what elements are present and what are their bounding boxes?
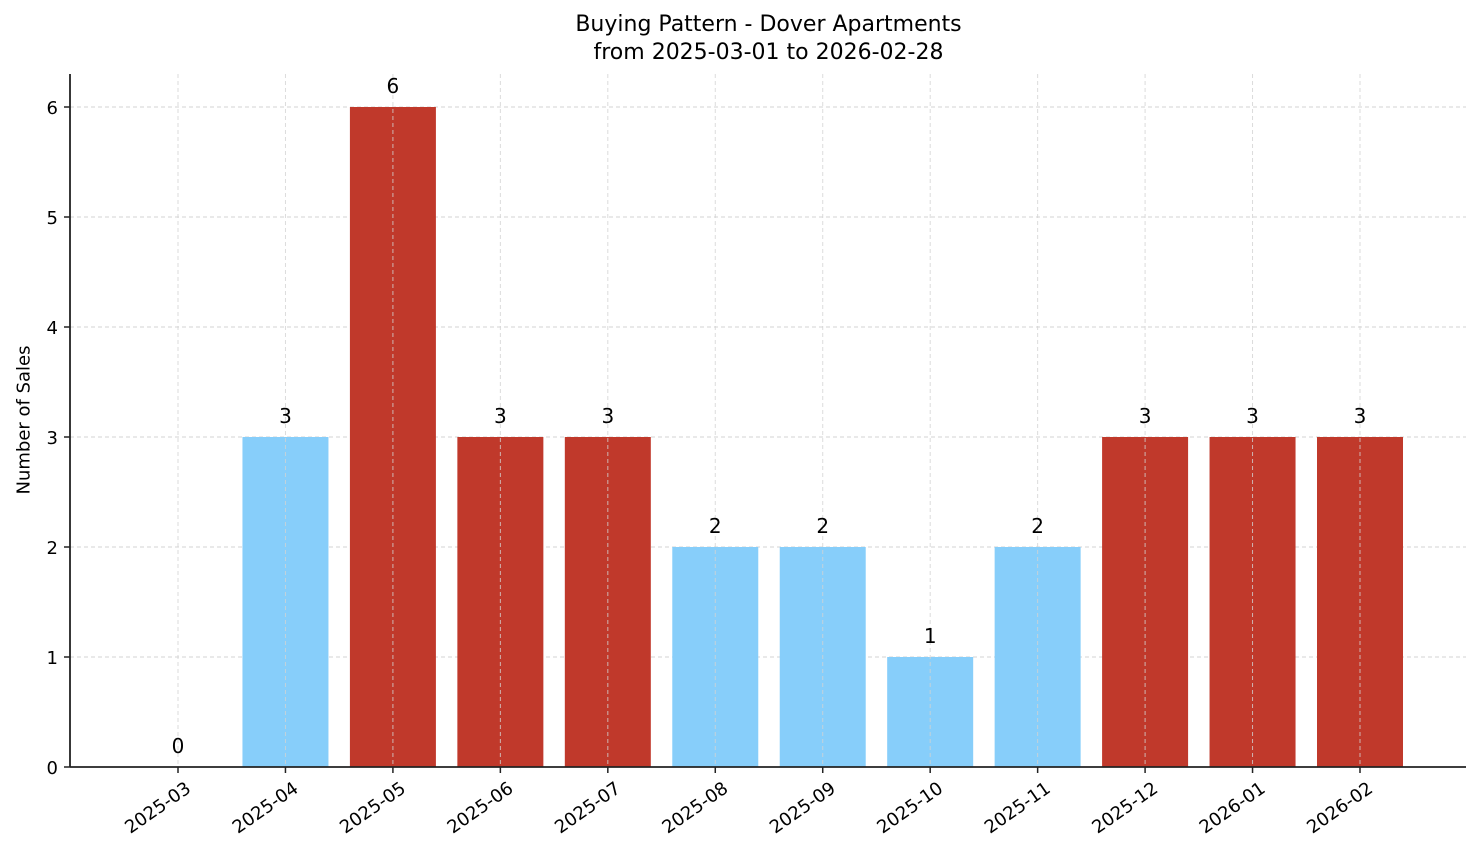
x-tick-label: 2025-09 [766, 778, 840, 838]
bar-value-label: 3 [494, 404, 507, 428]
x-tick-label: 2025-03 [121, 778, 195, 838]
y-tick-label: 4 [47, 318, 58, 339]
bar-value-label: 3 [601, 404, 614, 428]
bar-value-label: 3 [1354, 404, 1367, 428]
bar-value-label: 3 [1246, 404, 1259, 428]
bar-value-label: 1 [924, 624, 937, 648]
x-tick-label: 2025-05 [336, 778, 410, 838]
y-axis-ticks: 0 1 2 3 4 5 6 [47, 98, 70, 779]
chart-subtitle: from 2025-03-01 to 2026-02-28 [593, 40, 944, 65]
axes [69, 74, 1466, 768]
x-tick-label: 2026-01 [1196, 778, 1270, 838]
x-tick-label: 2025-04 [229, 778, 303, 838]
x-tick-label: 2025-08 [658, 778, 732, 838]
bar-value-label: 6 [387, 74, 400, 98]
bar-value-label: 2 [709, 514, 722, 538]
y-tick-label: 6 [47, 98, 58, 119]
x-axis-ticks: 2025-03 2025-04 2025-05 2025-06 2025-07 2025-… [121, 767, 1377, 838]
bar-value-label: 2 [1031, 514, 1044, 538]
bar-value-label: 0 [172, 734, 185, 758]
y-tick-label: 3 [47, 428, 58, 449]
bar-value-label: 3 [1139, 404, 1152, 428]
x-tick-label: 2025-06 [444, 778, 518, 838]
value-labels: 0 3 6 3 3 2 2 1 2 3 3 3 [172, 74, 1367, 758]
y-tick-label: 1 [47, 648, 58, 669]
y-tick-label: 0 [47, 758, 58, 779]
vertical-gridlines [177, 74, 1361, 767]
x-tick-label: 2025-12 [1088, 778, 1162, 838]
y-tick-label: 5 [47, 208, 58, 229]
chart-title-main: Buying Pattern - Dover Apartments [575, 12, 962, 37]
x-tick-label: 2025-07 [551, 778, 625, 838]
x-tick-label: 2025-11 [981, 778, 1055, 838]
bar-value-label: 3 [279, 404, 292, 428]
chart-title: Buying Pattern - Dover Apartments from 2… [0, 11, 1481, 67]
y-tick-label: 2 [47, 538, 58, 559]
bar-value-label: 2 [816, 514, 829, 538]
bar [349, 107, 436, 767]
x-tick-label: 2026-02 [1303, 778, 1377, 838]
x-tick-label: 2025-10 [873, 778, 947, 838]
